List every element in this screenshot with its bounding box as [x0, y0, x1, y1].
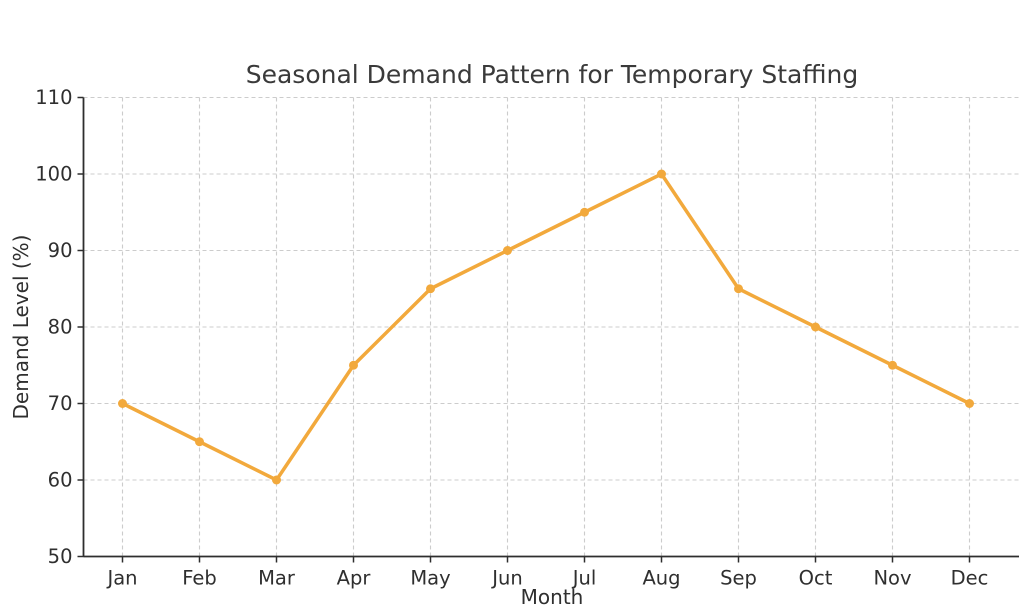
data-point-marker	[965, 399, 974, 408]
data-point-marker	[657, 169, 666, 179]
x-tick-label: Apr	[337, 567, 372, 590]
y-tick-label: 90	[48, 239, 73, 262]
data-point-marker	[503, 246, 512, 255]
data-point-marker	[426, 284, 435, 294]
data-point-marker	[118, 399, 127, 408]
x-tick-label: May	[410, 567, 450, 590]
data-point-marker	[349, 360, 358, 370]
x-tick-label: Sep	[720, 567, 757, 590]
chart-title: Seasonal Demand Pattern for Temporary St…	[245, 60, 859, 89]
data-point-marker	[888, 360, 897, 370]
y-tick-label: 110	[35, 86, 72, 109]
y-tick-label: 100	[35, 163, 72, 186]
x-tick-label: Nov	[873, 567, 911, 590]
data-point-marker	[580, 207, 589, 217]
x-tick-label: Dec	[951, 567, 989, 590]
x-tick-label: Jun	[490, 567, 522, 590]
x-tick-label: Aug	[642, 567, 680, 590]
data-point-marker	[195, 437, 204, 447]
x-tick-label: Oct	[799, 567, 833, 590]
x-tick-label: Jul	[571, 567, 597, 590]
data-point-marker	[811, 322, 820, 332]
y-tick-label: 60	[48, 469, 73, 492]
y-tick-label: 50	[48, 545, 73, 568]
data-point-marker	[272, 475, 281, 485]
demand-line	[120, 172, 972, 482]
data-point-marker	[734, 284, 743, 294]
x-tick-label: Feb	[182, 567, 217, 590]
x-tick-label: Mar	[258, 567, 296, 590]
x-axis-label: Month	[520, 585, 584, 609]
y-tick-label: 80	[48, 316, 73, 339]
x-tick-label: Jan	[105, 567, 137, 590]
y-tick-label: 70	[48, 392, 73, 415]
